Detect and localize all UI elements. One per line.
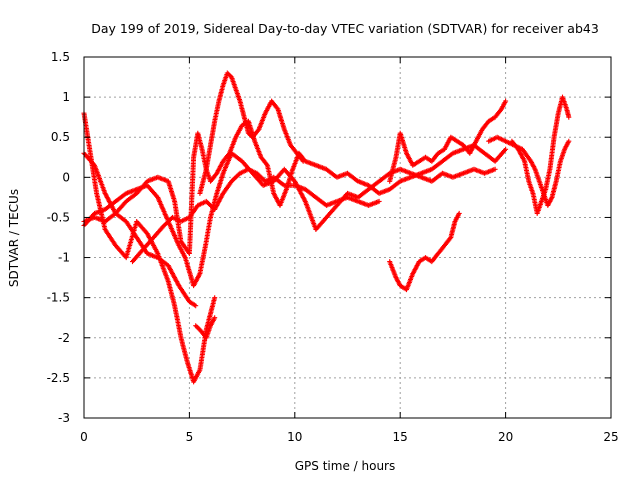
- y-tick-label: 1.5: [51, 50, 70, 64]
- y-tick-label: 0.5: [51, 130, 70, 144]
- y-tick-label: -0.5: [47, 210, 70, 224]
- y-tick-label: -1: [58, 251, 70, 265]
- data-point: [212, 315, 218, 321]
- data-point: [566, 138, 572, 144]
- series-trace-2: [81, 110, 218, 385]
- y-tick-label: 0: [62, 170, 70, 184]
- data-point: [226, 151, 231, 157]
- data-point: [255, 127, 261, 133]
- y-tick-label: -2: [58, 331, 70, 345]
- series-trace-8: [387, 210, 462, 293]
- series-trace-6: [130, 166, 382, 265]
- series-trace-11: [509, 94, 572, 216]
- plot-frame: [83, 56, 612, 419]
- y-axis-label: SDTVAR / TECUs: [7, 189, 21, 287]
- data-point: [503, 98, 509, 104]
- data-point: [456, 210, 462, 216]
- series-trace-5: [197, 70, 306, 196]
- data-point: [212, 295, 218, 301]
- data-point: [274, 105, 280, 111]
- y-tick-label: 1: [62, 90, 70, 104]
- x-axis-label: GPS time / hours: [295, 459, 396, 473]
- y-tick-label: -3: [58, 411, 70, 425]
- chart-title: Day 199 of 2019, Sidereal Day-to-day VTE…: [91, 21, 599, 36]
- data-point: [264, 161, 269, 167]
- x-tick-label: 20: [498, 430, 513, 444]
- series-trace-9: [387, 98, 509, 184]
- data-point: [503, 146, 509, 152]
- data-point: [300, 158, 306, 164]
- series-trace-4: [81, 118, 509, 256]
- x-tick-label: 25: [603, 430, 618, 444]
- x-tick-label: 0: [80, 430, 88, 444]
- data-point: [193, 303, 199, 309]
- y-tick-label: -2.5: [47, 371, 70, 385]
- data-point: [447, 236, 453, 242]
- y-tick-label: -1.5: [47, 291, 70, 305]
- data-points: [81, 70, 572, 385]
- x-tick-label: 5: [186, 430, 194, 444]
- x-tick-label: 10: [287, 430, 302, 444]
- data-point: [566, 114, 572, 120]
- x-tick-label: 15: [393, 430, 408, 444]
- data-point: [376, 198, 382, 204]
- data-point: [492, 166, 498, 172]
- axis-ticks: 0 5 10 15 20 25 -3 -2.5 -2 -1.5 -1 -0.5 0 0.5 1 1.5: [47, 50, 619, 444]
- series-trace-7: [193, 315, 218, 341]
